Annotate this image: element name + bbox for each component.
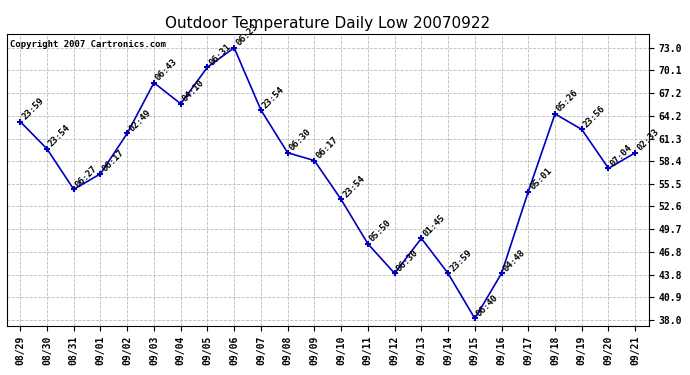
Text: 23:54: 23:54 [47,123,72,149]
Text: 06:40: 06:40 [475,293,500,318]
Text: 06:23: 06:23 [234,22,259,48]
Text: 01:45: 01:45 [422,213,446,238]
Text: 05:01: 05:01 [529,166,553,192]
Text: 06:17: 06:17 [101,148,126,174]
Text: 23:54: 23:54 [261,85,286,110]
Text: 23:54: 23:54 [341,174,366,200]
Text: 07:04: 07:04 [609,143,634,168]
Text: 02:33: 02:33 [635,128,660,153]
Text: 02:49: 02:49 [127,108,152,134]
Text: 06:31: 06:31 [208,42,233,67]
Text: 06:30: 06:30 [395,248,420,273]
Text: 05:50: 05:50 [368,218,393,244]
Text: 04:48: 04:48 [502,248,527,273]
Text: 06:43: 06:43 [154,57,179,83]
Title: Outdoor Temperature Daily Low 20070922: Outdoor Temperature Daily Low 20070922 [165,16,491,31]
Text: 06:30: 06:30 [288,128,313,153]
Text: 23:56: 23:56 [582,104,607,129]
Text: 04:10: 04:10 [181,78,206,104]
Text: 23:59: 23:59 [20,96,46,122]
Text: 23:59: 23:59 [448,248,473,273]
Text: 06:17: 06:17 [315,135,339,160]
Text: Copyright 2007 Cartronics.com: Copyright 2007 Cartronics.com [10,40,166,49]
Text: 06:27: 06:27 [74,164,99,189]
Text: 05:26: 05:26 [555,88,580,114]
